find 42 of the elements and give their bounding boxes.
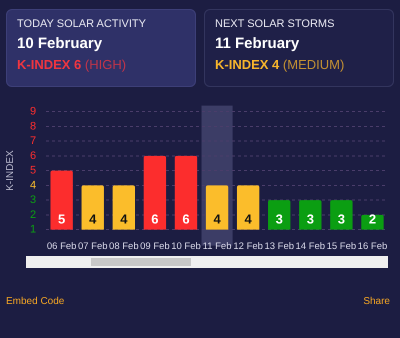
data-label: 4 (244, 212, 253, 227)
x-tick-label: 16 Feb (358, 240, 388, 252)
x-tick-label: 13 Feb (264, 240, 294, 252)
x-tick-label: 12 Feb (233, 240, 263, 252)
data-label: 4 (213, 212, 222, 227)
y-tick-label: 5 (30, 164, 36, 177)
data-label: 3 (338, 212, 345, 227)
y-tick-label: 2 (30, 208, 36, 221)
x-tick-label: 10 Feb (171, 240, 201, 252)
x-tick-label: 14 Feb (296, 240, 326, 252)
text: Share (363, 296, 390, 307)
text: TODAY SOLAR ACTIVITY (17, 18, 147, 30)
data-label: 6 (182, 212, 190, 227)
x-tick-label: 08 Feb (109, 240, 139, 252)
data-label: 4 (120, 212, 128, 227)
x-tick-label: 06 Feb (46, 240, 76, 252)
text: Embed Code (6, 296, 64, 307)
text: K-INDEX 4 (215, 57, 280, 72)
text: NEXT SOLAR STORMS (215, 18, 336, 30)
data-label: 3 (276, 212, 283, 227)
y-tick-label: 7 (30, 135, 36, 148)
text: 11 February (215, 35, 300, 52)
data-label: 3 (306, 212, 314, 227)
data-label: 5 (58, 212, 66, 227)
data-label: 2 (368, 212, 376, 227)
y-tick-label: 8 (30, 120, 36, 132)
data-label: 4 (89, 212, 98, 227)
x-tick-label: 07 Feb (78, 240, 108, 252)
text: (HIGH) (84, 57, 126, 72)
y-tick-label: 3 (30, 194, 36, 206)
y-axis-title: K-INDEX (4, 150, 16, 191)
y-tick-label: 9 (30, 106, 36, 118)
x-tick-label: 09 Feb (140, 240, 170, 252)
x-tick-label: 11 Feb (202, 240, 232, 252)
y-tick-label: 1 (30, 224, 36, 236)
text: K-INDEX 6 (17, 57, 82, 72)
x-tick-label: 15 Feb (326, 240, 356, 252)
text: (MEDIUM) (282, 57, 344, 72)
y-tick-label: 6 (30, 150, 36, 162)
y-tick-label: 4 (30, 179, 36, 192)
text: 10 February (17, 35, 104, 52)
data-label: 6 (151, 212, 159, 227)
